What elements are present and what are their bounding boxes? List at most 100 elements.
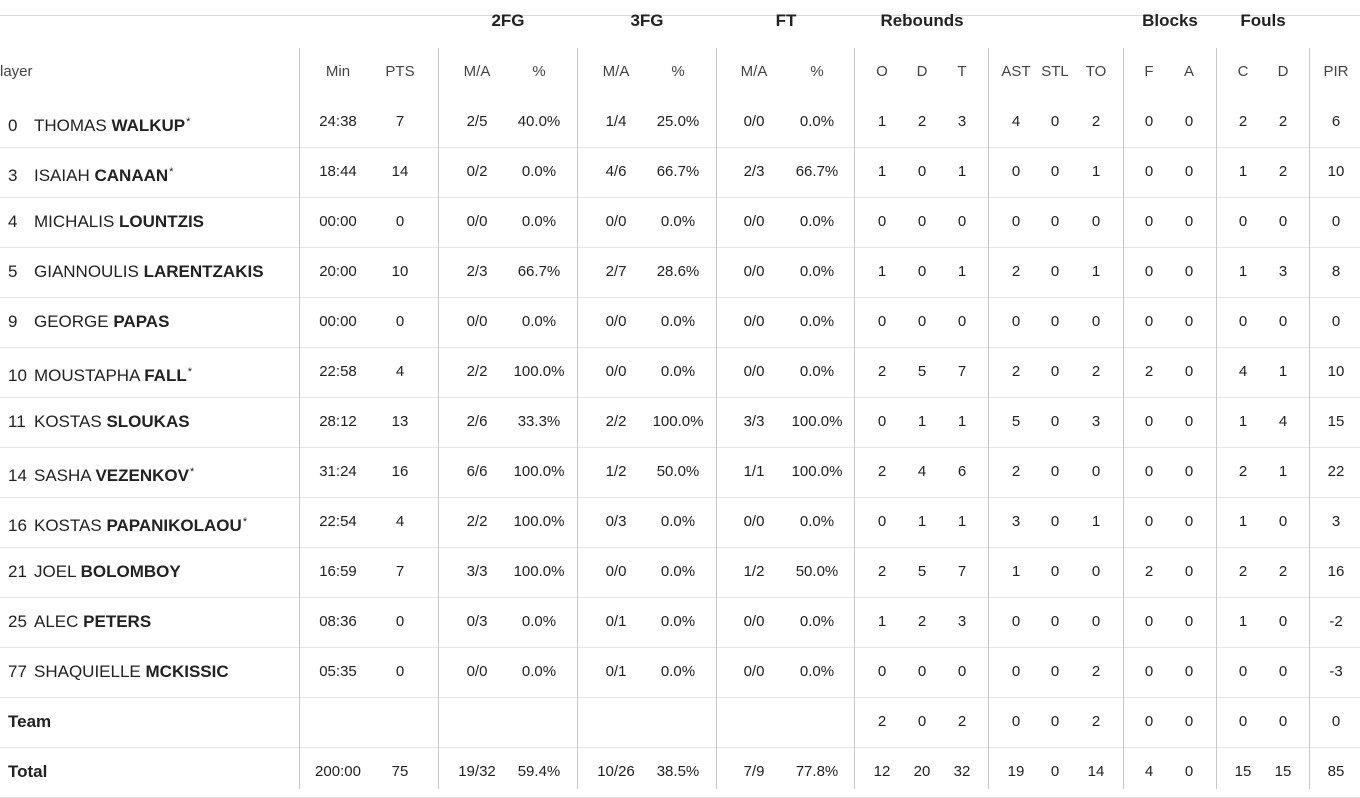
col-header-2fg-pct[interactable]: % (532, 63, 546, 80)
stat-cell-pts: 16 (391, 463, 409, 480)
stat-cell-fg3: 0/3 (605, 513, 627, 530)
table-row[interactable]: 11 KOSTAS SLOUKAS 28:12 13 2/6 33.3% 2/2 100.0%… (0, 397, 1360, 448)
stat-cell-ast: 0 (1011, 663, 1021, 680)
stat-cell-ftp: 50.0% (795, 563, 839, 580)
stat-cell-d: 2 (917, 613, 927, 630)
stat-cell-min: 16:59 (319, 563, 357, 580)
stat-cell-fg3: 1/4 (605, 113, 627, 130)
table-row[interactable]: 9 GEORGE PAPAS 00:00 0 0/0 0.0% 0/0 0.0% 0/0 0.0%… (0, 297, 1360, 348)
player-name[interactable]: 21 JOEL BOLOMBOY (8, 547, 181, 597)
stat-cell-min: 18:44 (319, 163, 357, 180)
player-number: 5 (8, 262, 18, 281)
stat-cell-fg2: 2/2 (466, 513, 488, 530)
col-divider (716, 48, 717, 789)
stat-cell-o: 0 (877, 663, 887, 680)
col-header-ft-pct[interactable]: % (810, 63, 824, 80)
col-header-reb-d[interactable]: D (916, 63, 928, 80)
stat-cell-fg3p: 28.6% (656, 263, 700, 280)
stat-cell-fg2p: 100.0% (513, 513, 565, 530)
player-name[interactable]: 0 THOMAS WALKUP* (8, 97, 190, 147)
player-first-name: MICHALIS (34, 212, 115, 231)
col-header-min[interactable]: Min (325, 63, 351, 80)
stat-cell-bf: 0 (1144, 313, 1154, 330)
stat-cell-fg3: 2/2 (605, 413, 627, 430)
stat-cell-ba: 0 (1184, 413, 1194, 430)
stat-cell-pir: 85 (1327, 763, 1345, 780)
table-row[interactable]: 10 MOUSTAPHA FALL* 22:58 4 2/2 100.0% 0/0 0.0% 0… (0, 347, 1360, 398)
col-header-3fg-ma[interactable]: M/A (602, 63, 630, 80)
stat-cell-fc: 2 (1238, 113, 1248, 130)
stat-cell-t: 1 (957, 263, 967, 280)
col-header-ast[interactable]: AST (1001, 63, 1031, 80)
stat-cell-d: 0 (917, 263, 927, 280)
stat-cell-ftp: 0.0% (799, 263, 835, 280)
col-header-reb-o[interactable]: O (876, 63, 888, 80)
player-name[interactable]: 9 GEORGE PAPAS (8, 297, 169, 347)
col-header-pts[interactable]: PTS (385, 63, 415, 80)
col-header-blk-a[interactable]: A (1183, 63, 1194, 80)
table-row[interactable]: 77 SHAQUIELLE MCKISSIC 05:35 0 0/0 0.0% 0/1 0.0… (0, 647, 1360, 698)
player-name[interactable]: 10 MOUSTAPHA FALL* (8, 347, 192, 397)
col-header-blk-f[interactable]: F (1144, 63, 1154, 80)
stat-cell-fg3: 0/1 (605, 663, 627, 680)
stat-cell-fg2p: 0.0% (521, 163, 557, 180)
stat-cell-ft: 3/3 (743, 413, 765, 430)
stat-cell-ft: 0/0 (743, 363, 765, 380)
col-header-2fg-ma[interactable]: M/A (463, 63, 491, 80)
col-header-ft-ma[interactable]: M/A (740, 63, 768, 80)
col-header-to[interactable]: TO (1085, 63, 1107, 80)
player-name[interactable]: 3 ISAIAH CANAAN* (8, 147, 173, 197)
stat-cell-o: 0 (877, 413, 887, 430)
col-header-pir[interactable]: PIR (1323, 63, 1349, 80)
player-name[interactable]: 25 ALEC PETERS (8, 597, 151, 647)
player-last-name: MCKISSIC (145, 662, 229, 681)
player-first-name: KOSTAS (34, 412, 102, 431)
stat-cell-min: 31:24 (319, 463, 357, 480)
stat-cell-fg3p: 0.0% (660, 563, 696, 580)
starter-marker: * (169, 166, 174, 178)
table-row[interactable]: 21 JOEL BOLOMBOY 16:59 7 3/3 100.0% 0/0 0.0% 1/2… (0, 547, 1360, 598)
table-row[interactable]: 25 ALEC PETERS 08:36 0 0/3 0.0% 0/1 0.0% 0/0 0.0%… (0, 597, 1360, 648)
stat-cell-ast: 2 (1011, 363, 1021, 380)
table-row[interactable]: 14 SASHA VEZENKOV* 31:24 16 6/6 100.0% 1/2 50.0… (0, 447, 1360, 498)
stat-cell-o: 1 (877, 263, 887, 280)
stat-cell-d: 0 (917, 313, 927, 330)
player-name[interactable]: 16 KOSTAS PAPANIKOLAOU* (8, 497, 247, 547)
stat-cell-t: 3 (957, 613, 967, 630)
player-first-name: SASHA (34, 466, 91, 485)
stat-cell-pts: 10 (391, 263, 409, 280)
col-header-stl[interactable]: STL (1041, 63, 1069, 80)
stat-cell-pts: 0 (395, 613, 405, 630)
player-name[interactable]: 14 SASHA VEZENKOV* (8, 447, 194, 497)
stat-cell-to: 2 (1091, 663, 1101, 680)
col-header-reb-t[interactable]: T (957, 63, 967, 80)
col-header-foul-d[interactable]: D (1277, 63, 1289, 80)
stat-cell-fg3p: 0.0% (660, 363, 696, 380)
stat-cell-ast: 0 (1011, 713, 1021, 730)
player-name[interactable]: 4 MICHALIS LOUNTZIS (8, 197, 204, 247)
col-header-foul-c[interactable]: C (1237, 63, 1249, 80)
stat-cell-stl: 0 (1050, 663, 1060, 680)
table-row[interactable]: 16 KOSTAS PAPANIKOLAOU* 22:54 4 2/2 100.0% 0/3… (0, 497, 1360, 548)
stat-cell-stl: 0 (1050, 313, 1060, 330)
stat-cell-fc: 2 (1238, 463, 1248, 480)
stat-cell-pir: 10 (1327, 363, 1345, 380)
stat-cell-ast: 5 (1011, 413, 1021, 430)
stat-cell-pir: 6 (1331, 113, 1341, 130)
table-row[interactable]: 0 THOMAS WALKUP* 24:38 7 2/5 40.0% 1/4 25.0% 0/0… (0, 97, 1360, 148)
stat-cell-ba: 0 (1184, 513, 1194, 530)
table-row[interactable]: 5 GIANNOULIS LARENTZAKIS 20:00 10 2/3 66.7% 2/… (0, 247, 1360, 298)
stat-cell-t: 1 (957, 163, 967, 180)
stat-cell-fg2p: 40.0% (517, 113, 561, 130)
player-name[interactable]: 5 GIANNOULIS LARENTZAKIS (8, 247, 264, 297)
stat-cell-to: 0 (1091, 613, 1101, 630)
stat-cell-to: 0 (1091, 313, 1101, 330)
col-header-3fg-pct[interactable]: % (671, 63, 685, 80)
table-row[interactable]: 3 ISAIAH CANAAN* 18:44 14 0/2 0.0% 4/6 66.7% 2/3… (0, 147, 1360, 198)
stat-cell-pts: 0 (395, 313, 405, 330)
col-header-player[interactable]: layer (0, 63, 33, 80)
player-name[interactable]: 11 KOSTAS SLOUKAS (8, 397, 190, 447)
player-name[interactable]: 77 SHAQUIELLE MCKISSIC (8, 647, 229, 697)
stat-cell-pts: 75 (391, 763, 409, 780)
table-row[interactable]: 4 MICHALIS LOUNTZIS 00:00 0 0/0 0.0% 0/0 0.0% 0/… (0, 197, 1360, 248)
